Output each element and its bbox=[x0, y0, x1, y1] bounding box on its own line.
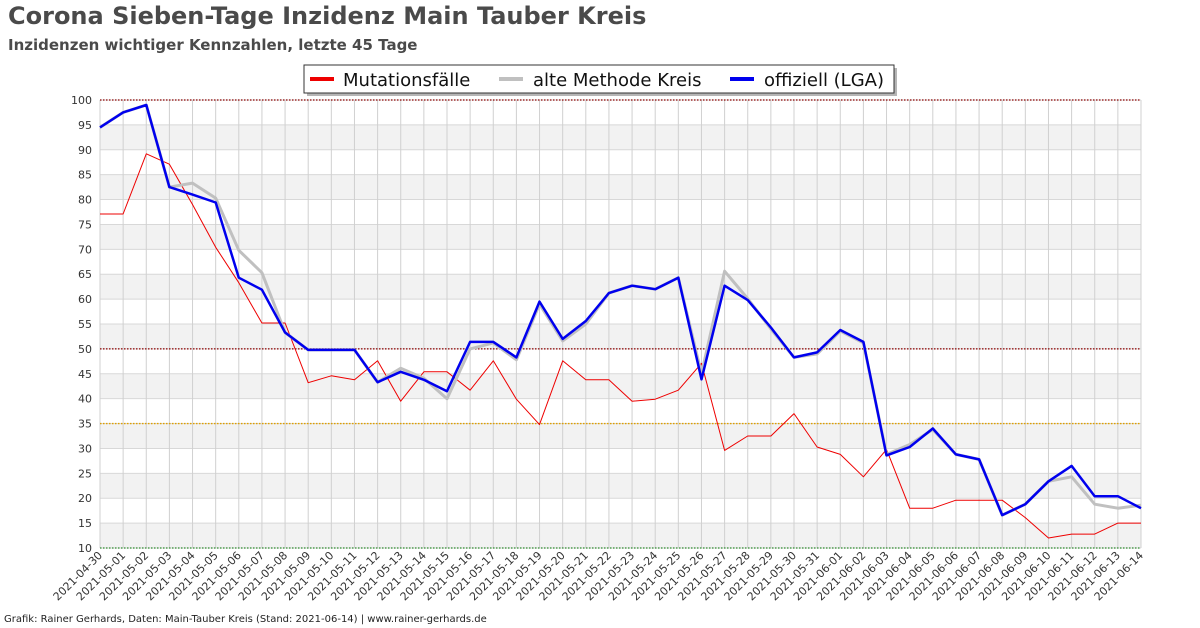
y-tick-label: 40 bbox=[78, 393, 92, 406]
y-tick-label: 25 bbox=[78, 467, 92, 480]
y-tick-label: 10 bbox=[78, 542, 92, 555]
y-tick-label: 35 bbox=[78, 418, 92, 431]
series-line-3 bbox=[99, 103, 1142, 517]
y-tick-label: 65 bbox=[78, 268, 92, 281]
legend-label-3: offiziell (LGA) bbox=[764, 70, 884, 91]
y-tick-label: 20 bbox=[78, 492, 92, 505]
series-line-1 bbox=[100, 153, 1141, 539]
chart-subtitle: Inzidenzen wichtiger Kennzahlen, letzte … bbox=[8, 36, 418, 54]
y-tick-label: 60 bbox=[78, 293, 92, 306]
grid-band bbox=[100, 174, 1141, 200]
y-tick-label: 80 bbox=[78, 194, 92, 207]
y-tick-label: 90 bbox=[78, 144, 92, 157]
grid-band bbox=[100, 124, 1141, 150]
y-tick-label: 70 bbox=[78, 243, 92, 256]
grid-band bbox=[100, 224, 1141, 250]
footer-credits: Grafik: Rainer Gerhards, Daten: Main-Tau… bbox=[4, 614, 487, 625]
grid-band bbox=[100, 473, 1141, 499]
y-tick-label: 85 bbox=[78, 169, 92, 182]
chart-title: Corona Sieben-Tage Inzidenz Main Tauber … bbox=[8, 2, 647, 30]
y-tick-label: 15 bbox=[78, 517, 92, 530]
y-tick-label: 50 bbox=[78, 343, 92, 356]
y-tick-label: 55 bbox=[78, 318, 92, 331]
grid-band bbox=[100, 423, 1141, 449]
grid-band bbox=[100, 373, 1141, 399]
legend-label-2: alte Methode Kreis bbox=[533, 70, 701, 91]
y-tick-label: 30 bbox=[78, 442, 92, 455]
grid-band bbox=[100, 523, 1141, 548]
legend-label-1: Mutationsfälle bbox=[343, 70, 470, 91]
grid-band bbox=[100, 274, 1141, 300]
y-tick-label: 100 bbox=[71, 94, 92, 107]
y-tick-label: 75 bbox=[78, 218, 92, 231]
grid-band bbox=[100, 324, 1141, 349]
y-tick-label: 45 bbox=[78, 368, 92, 381]
legend-box bbox=[303, 64, 895, 94]
series-line-2 bbox=[99, 103, 1142, 517]
y-tick-label: 95 bbox=[78, 119, 92, 132]
